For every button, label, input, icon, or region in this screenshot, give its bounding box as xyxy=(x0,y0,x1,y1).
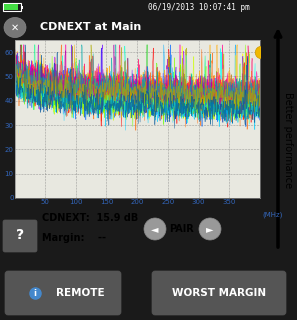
Ellipse shape xyxy=(4,18,26,37)
FancyBboxPatch shape xyxy=(4,4,18,10)
Text: ►: ► xyxy=(206,224,214,234)
Text: ?: ? xyxy=(16,228,24,242)
Text: ◄: ◄ xyxy=(151,224,159,234)
Text: WORST MARGIN: WORST MARGIN xyxy=(172,288,266,298)
Text: CDNEXT:  15.9 dB: CDNEXT: 15.9 dB xyxy=(42,213,138,223)
FancyBboxPatch shape xyxy=(3,220,37,252)
Text: 06/19/2013 10:07:41 pm: 06/19/2013 10:07:41 pm xyxy=(148,3,250,12)
Text: Better performance: Better performance xyxy=(283,92,293,188)
FancyBboxPatch shape xyxy=(5,271,121,315)
Text: REMOTE: REMOTE xyxy=(56,288,104,298)
FancyBboxPatch shape xyxy=(21,5,23,9)
Text: Margin:    --: Margin: -- xyxy=(42,233,106,243)
Text: (MHz): (MHz) xyxy=(263,212,283,219)
Text: CDNEXT at Main: CDNEXT at Main xyxy=(40,22,141,33)
Ellipse shape xyxy=(199,218,221,240)
Text: PAIR: PAIR xyxy=(170,224,194,234)
Text: i: i xyxy=(34,289,37,298)
FancyBboxPatch shape xyxy=(152,271,286,315)
Text: ✕: ✕ xyxy=(11,22,19,33)
Ellipse shape xyxy=(144,218,166,240)
